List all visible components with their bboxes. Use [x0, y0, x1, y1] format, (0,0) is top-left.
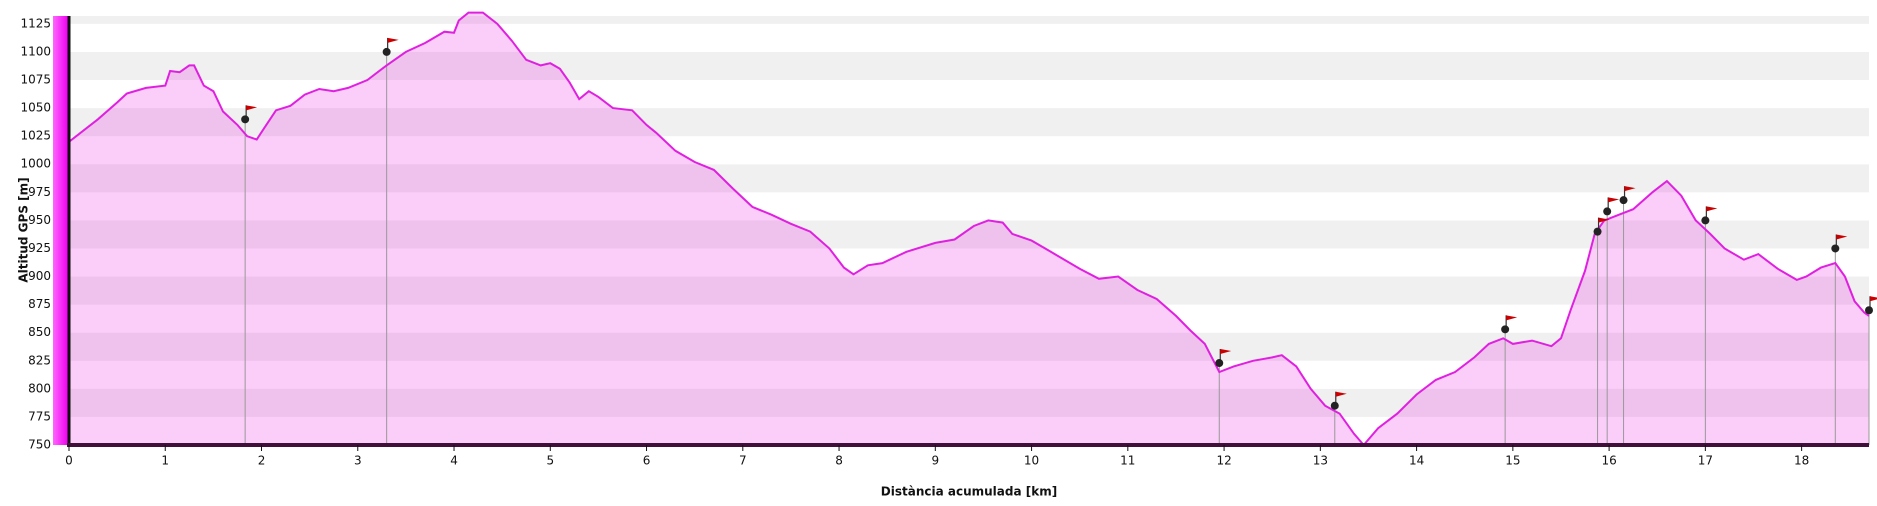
y-tick-label: 1125: [20, 16, 51, 30]
waypoint-dot: [1701, 216, 1710, 225]
y-tick-label: 1000: [20, 157, 51, 171]
waypoint-dot: [1330, 401, 1339, 410]
flag: [1706, 206, 1718, 212]
x-tick-label: 7: [739, 454, 747, 468]
elevation-line: [68, 11, 1870, 447]
waypoint-dot: [1603, 207, 1612, 216]
y-tick-label: 1050: [20, 101, 51, 115]
waypoint: [1701, 206, 1718, 225]
x-axis-label: Distància acumulada [km]: [881, 485, 1057, 499]
waypoint: [1330, 391, 1347, 410]
y-tick-label: 1075: [20, 73, 51, 87]
flag: [387, 37, 399, 43]
flag: [1608, 197, 1620, 203]
waypoint: [1593, 217, 1610, 236]
y-tick-label: 825: [28, 353, 51, 367]
waypoint-dot: [1593, 227, 1602, 236]
x-tick-label: 16: [1601, 454, 1616, 468]
y-tick-label: 850: [28, 325, 51, 339]
waypoint: [1619, 186, 1636, 205]
waypoint: [382, 37, 399, 56]
waypoint-dot: [1215, 359, 1224, 368]
y-tick-label: 750: [28, 438, 51, 452]
x-tick-label: 15: [1505, 454, 1520, 468]
waypoint-dot: [1865, 306, 1873, 315]
grid-band: [69, 51, 1869, 81]
area-fill: [69, 12, 1869, 445]
grid-band: [69, 16, 1869, 24]
waypoint-dot: [1619, 196, 1628, 205]
x-tick-label: 18: [1794, 454, 1809, 468]
area-band: [69, 388, 1869, 417]
x-tick-label: 1: [161, 454, 169, 468]
y-tick-label: 775: [28, 409, 51, 423]
y-tick-label: 950: [28, 213, 51, 227]
flag: [1624, 186, 1636, 192]
x-tick-label: 17: [1698, 454, 1713, 468]
x-tick-label: 13: [1313, 454, 1328, 468]
waypoint-dot: [241, 115, 250, 124]
x-tick-label: 6: [643, 454, 651, 468]
x-tick-label: 0: [65, 454, 73, 468]
grid-band: [69, 23, 1869, 52]
waypoint: [241, 105, 258, 124]
y-tick-label: 800: [28, 381, 51, 395]
flag: [1506, 315, 1518, 321]
x-tick-label: 9: [931, 454, 939, 468]
flag: [1598, 217, 1610, 223]
axis-bar: [53, 16, 68, 445]
waypoint: [1865, 296, 1877, 315]
y-tick-label: 925: [28, 241, 51, 255]
y-tick-label: 975: [28, 185, 51, 199]
flag: [1335, 391, 1347, 397]
x-tick-label: 4: [450, 454, 458, 468]
x-tick-label: 2: [258, 454, 266, 468]
waypoint: [1501, 315, 1518, 334]
x-tick-label: 3: [354, 454, 362, 468]
flag: [246, 105, 258, 111]
y-tick-label: 1100: [20, 44, 51, 58]
flag: [1836, 234, 1848, 240]
x-tick-label: 5: [546, 454, 554, 468]
area-band: [69, 332, 1869, 361]
waypoint: [1215, 349, 1232, 368]
waypoint-dot: [382, 47, 391, 56]
y-tick-label: 1025: [20, 129, 51, 143]
area-band: [69, 276, 1869, 305]
x-tick-label: 11: [1120, 454, 1135, 468]
x-tick-label: 10: [1024, 454, 1039, 468]
waypoint: [1603, 197, 1620, 216]
x-tick-label: 14: [1409, 454, 1424, 468]
y-tick-label: 875: [28, 297, 51, 311]
waypoint: [1831, 234, 1848, 253]
x-tick-label: 12: [1216, 454, 1231, 468]
waypoint-dot: [1831, 244, 1840, 253]
y-axis-label: Altitud GPS [m]: [17, 177, 31, 282]
x-tick-label: 8: [835, 454, 843, 468]
y-tick-label: 900: [28, 269, 51, 283]
waypoint-dot: [1501, 325, 1510, 334]
flag: [1870, 296, 1877, 302]
flag: [1220, 349, 1232, 355]
